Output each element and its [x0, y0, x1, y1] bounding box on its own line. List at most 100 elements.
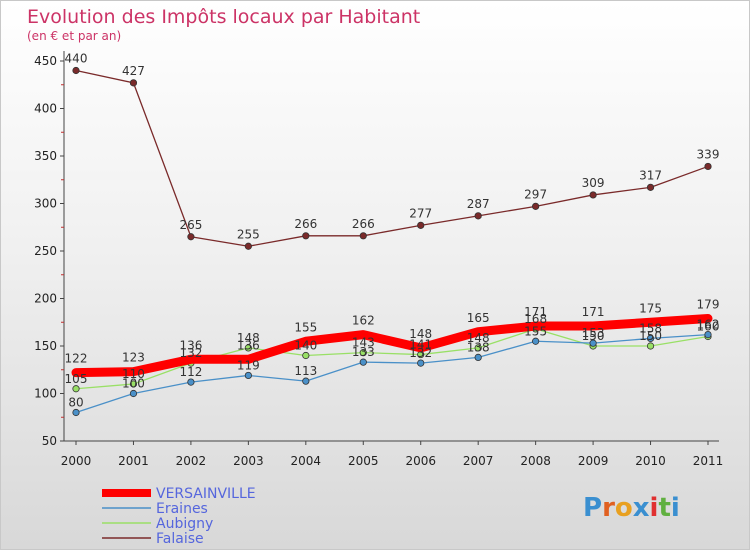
data-label-versainville: 148 — [409, 327, 432, 341]
data-point-versainville — [73, 369, 79, 376]
data-point-versainville — [360, 331, 367, 338]
data-point-eraines — [474, 353, 482, 361]
data-point-falaise — [474, 212, 482, 220]
y-tick-label: 300 — [34, 197, 57, 211]
chart-title: Evolution des Impôts locaux par Habitant — [27, 6, 420, 28]
data-point-aubigny — [72, 385, 80, 393]
data-label-falaise: 427 — [122, 64, 145, 78]
data-label-aubigny: 150 — [582, 329, 605, 343]
data-label-versainville: 165 — [467, 311, 490, 325]
data-label-eraines: 133 — [352, 345, 375, 359]
data-point-falaise — [532, 202, 540, 210]
logo-letter: i — [650, 493, 659, 523]
data-label-eraines: 162 — [697, 318, 720, 332]
x-tick-label: 2008 — [520, 454, 551, 468]
series-lines — [71, 66, 713, 417]
data-point-falaise — [72, 66, 80, 75]
x-tick-label: 2001 — [118, 454, 149, 468]
data-label-versainville: 122 — [65, 352, 88, 366]
data-point-aubigny — [302, 351, 310, 360]
data-point-aubigny — [646, 342, 655, 350]
data-point-aubigny — [359, 349, 367, 357]
data-point-versainville — [187, 356, 194, 363]
x-tick-label: 2006 — [405, 454, 436, 468]
logo-letter: t — [658, 493, 670, 523]
x-tick-label: 2011 — [693, 454, 724, 468]
data-point-eraines — [129, 389, 138, 398]
y-tick-label: 250 — [34, 244, 57, 258]
data-label-versainville: 123 — [122, 351, 145, 365]
data-label-aubigny: 168 — [524, 312, 547, 326]
legend-label-eraines: Eraines — [156, 501, 208, 517]
data-label-falaise: 265 — [179, 218, 202, 232]
data-label-falaise: 287 — [467, 197, 490, 211]
x-tick-label: 2000 — [61, 454, 92, 468]
data-point-eraines — [646, 334, 655, 342]
data-point-eraines — [417, 359, 425, 367]
data-point-falaise — [302, 232, 310, 240]
proxiti-logo: Proxiti — [583, 493, 680, 523]
data-point-eraines — [244, 371, 252, 380]
data-point-eraines — [187, 378, 195, 386]
data-label-versainville: 136 — [237, 338, 260, 352]
y-tick-label: 400 — [34, 102, 57, 116]
logo-letter: o — [615, 493, 633, 523]
data-label-eraines: 119 — [237, 358, 260, 372]
legend-label-versainville: VERSAINVILLE — [156, 486, 256, 502]
data-label-falaise: 255 — [237, 227, 260, 241]
data-label-aubigny: 110 — [122, 367, 145, 381]
data-point-eraines — [704, 330, 712, 339]
data-label-aubigny: 148 — [237, 331, 260, 345]
x-tick-label: 2002 — [176, 454, 207, 468]
data-point-eraines — [532, 337, 540, 345]
data-point-versainville — [475, 328, 482, 335]
data-point-eraines — [72, 408, 80, 417]
data-point-versainville — [647, 319, 654, 326]
data-label-eraines: 112 — [179, 365, 202, 379]
data-label-versainville: 155 — [294, 320, 317, 334]
data-label-aubigny: 160 — [697, 320, 720, 334]
x-tick-label: 2004 — [291, 454, 322, 468]
data-point-aubigny — [244, 344, 252, 352]
axes: 50 100 150 200 250 300 350 400 450 2000 2001 2002 20… — [34, 51, 723, 468]
logo-letter: P — [583, 493, 602, 523]
data-point-versainville — [245, 356, 252, 363]
data-label-falaise: 266 — [352, 217, 375, 231]
data-label-eraines: 155 — [524, 324, 547, 338]
data-label-aubigny: 141 — [409, 338, 432, 352]
data-label-versainville: 171 — [524, 305, 547, 319]
data-point-aubigny — [129, 380, 138, 388]
data-point-falaise — [646, 183, 655, 191]
data-label-aubigny: 148 — [467, 331, 490, 345]
y-tick-label: 450 — [34, 54, 57, 68]
data-label-versainville: 175 — [639, 301, 662, 315]
data-point-falaise — [244, 242, 252, 250]
data-label-eraines: 80 — [68, 396, 83, 410]
data-point-versainville — [590, 323, 597, 330]
y-tick-label: 50 — [42, 434, 57, 448]
data-label-falaise: 266 — [294, 217, 317, 231]
data-point-versainville — [130, 368, 137, 375]
data-label-versainville: 136 — [179, 338, 202, 352]
series-line-aubigny — [75, 328, 709, 390]
data-point-versainville — [532, 323, 539, 330]
data-point-versainville — [302, 338, 309, 345]
y-tick-label: 150 — [34, 339, 57, 353]
data-label-versainville: 171 — [582, 305, 605, 319]
x-tick-label: 2005 — [348, 454, 379, 468]
data-label-versainville: 179 — [697, 297, 720, 311]
data-point-falaise — [187, 233, 195, 241]
logo-letter: r — [602, 493, 615, 523]
x-tick-label: 2009 — [578, 454, 609, 468]
data-point-falaise — [129, 79, 138, 87]
series-line-eraines — [75, 333, 709, 414]
x-tick-label: 2010 — [635, 454, 666, 468]
data-label-eraines: 113 — [294, 364, 317, 378]
x-tick-label: 2007 — [463, 454, 494, 468]
data-label-falaise: 309 — [582, 176, 605, 190]
data-label-falaise: 317 — [639, 168, 662, 182]
data-label-eraines: 132 — [409, 346, 432, 360]
data-label-eraines: 100 — [122, 377, 145, 391]
